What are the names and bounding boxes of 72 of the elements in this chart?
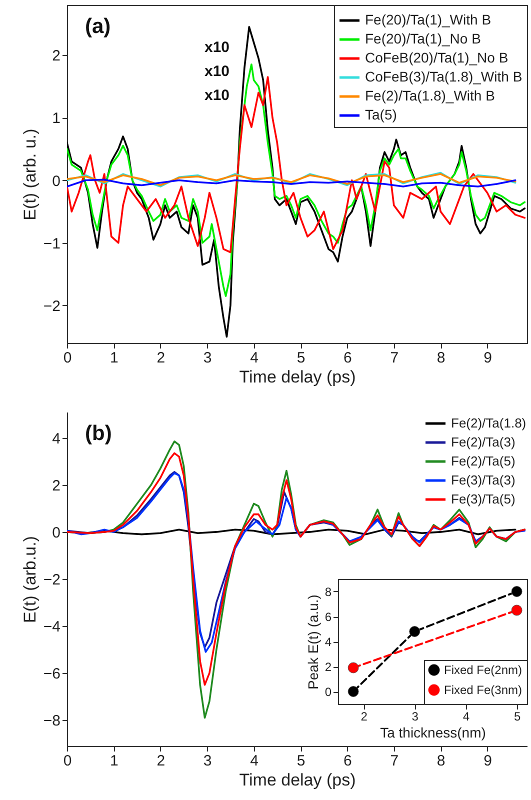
- point: [409, 626, 420, 637]
- x-tick-label: 3: [203, 752, 212, 770]
- y-tick-label: −8: [43, 712, 60, 730]
- line-series: [67, 178, 516, 188]
- y-tick-label: 6: [324, 610, 332, 624]
- line-series: [67, 64, 526, 297]
- x-tick-label: 6: [344, 350, 352, 366]
- x-tick-label: 3: [412, 710, 419, 724]
- y-tick-label: −2: [43, 298, 60, 315]
- y-tick-label: 4: [52, 430, 60, 448]
- legend-label: Fe(2)/Ta(3): [451, 434, 516, 450]
- x-tick-label: 5: [296, 752, 306, 770]
- y-tick-label: 2: [52, 48, 60, 65]
- x-tick-label: 2: [156, 752, 166, 770]
- annotation: x10: [204, 87, 230, 104]
- x-tick-label: 4: [462, 710, 470, 724]
- y-tick-label: −1: [43, 235, 60, 252]
- x-tick-label: 9: [484, 752, 492, 770]
- x-tick-label: 1: [110, 752, 118, 770]
- y-axis-title: E(t) (arb.u.): [20, 536, 40, 623]
- legend-label: Fe(2)/Ta(1.8): [451, 416, 526, 430]
- x-tick-label: 5: [514, 710, 521, 724]
- y-tick-label: 2: [52, 477, 60, 494]
- y-axis-title: Peak E(t) (a.u.): [304, 594, 321, 690]
- y-tick-label: 8: [324, 585, 332, 599]
- x-tick-label: 4: [250, 752, 258, 770]
- x-tick-label: 4: [250, 350, 258, 366]
- y-tick-label: 0: [324, 685, 332, 699]
- legend-label: Fe(3)/Ta(3): [451, 472, 516, 488]
- x-tick-label: 9: [484, 350, 492, 366]
- legend-label: Fe(3)/Ta(5): [451, 492, 516, 506]
- y-tick-label: 0: [52, 172, 60, 190]
- x-tick-label: 1: [110, 350, 118, 366]
- y-tick-label: −2: [43, 572, 60, 588]
- chart-title: (b): [85, 422, 112, 445]
- legend-label: Fe(20)/Ta(1)_No B: [365, 30, 481, 46]
- point: [348, 686, 359, 697]
- x-tick-label: 8: [436, 752, 446, 770]
- y-tick-label: −6: [43, 666, 60, 683]
- y-tick-label: 2: [324, 660, 332, 674]
- y-tick-label: 0: [52, 524, 60, 542]
- annotation: x10: [204, 63, 230, 80]
- legend-label: Fe(20)/Ta(1)_With B: [365, 12, 492, 28]
- legend-label: Fixed Fe(2nm): [444, 663, 522, 677]
- legend-label: CoFeB(3)/Ta(1.8)_With B: [365, 68, 522, 84]
- x-axis-title: Time delay (ps): [239, 368, 356, 386]
- annotation: x10: [204, 39, 230, 56]
- chart-title: (a): [85, 15, 111, 38]
- point: [511, 604, 522, 616]
- legend-label: Fe(2)/Ta(1.8)_With B: [365, 88, 495, 104]
- x-tick-label: 2: [156, 350, 166, 366]
- x-axis-title: Time delay (ps): [239, 770, 356, 790]
- x-tick-label: 5: [296, 350, 306, 366]
- x-tick-label: 3: [203, 350, 212, 366]
- x-tick-label: 8: [436, 350, 446, 366]
- legend-label: Fe(2)/Ta(5): [451, 454, 516, 468]
- x-tick-label: 7: [390, 752, 399, 770]
- x-tick-label: 2: [360, 710, 368, 724]
- x-tick-label: 6: [344, 752, 352, 770]
- x-axis-title: Ta thickness(nm): [380, 724, 486, 740]
- x-tick-label: 0: [63, 752, 72, 770]
- point: [511, 586, 522, 597]
- point: [348, 662, 359, 674]
- x-tick-label: 0: [63, 350, 72, 366]
- y-axis-title: E(t) (arb. u.): [20, 128, 40, 220]
- y-tick-label: 4: [324, 635, 332, 649]
- legend-label: Fixed Fe(3nm): [444, 683, 522, 697]
- y-tick-label: 1: [52, 110, 60, 128]
- x-tick-label: 7: [390, 350, 399, 366]
- y-tick-label: −4: [43, 618, 60, 636]
- legend-label: CoFeB(20)/Ta(1)_No B: [365, 50, 508, 66]
- legend-label: Ta(5): [365, 106, 397, 122]
